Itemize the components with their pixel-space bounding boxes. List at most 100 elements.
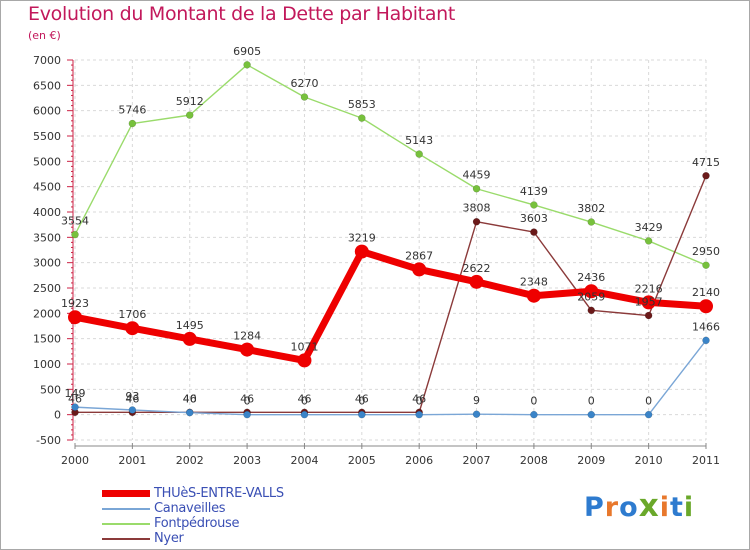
series-point <box>415 150 423 158</box>
data-label: 149 <box>65 387 86 400</box>
legend-swatch <box>102 490 150 497</box>
y-tick-label: 3500 <box>33 231 61 244</box>
y-tick-label: 3000 <box>33 257 61 270</box>
series-point <box>530 228 538 236</box>
legend-label: Nyer <box>154 531 184 546</box>
legend-item: Canaveilles <box>102 501 284 516</box>
series-point <box>702 336 710 345</box>
data-label: 9 <box>473 394 480 407</box>
x-tick-label: 2007 <box>463 454 491 467</box>
series-point <box>587 306 596 315</box>
data-label: 46 <box>68 392 82 405</box>
data-label: 1923 <box>61 297 89 310</box>
series-point <box>702 261 710 269</box>
data-label: 3429 <box>635 221 663 234</box>
data-label: 3219 <box>348 232 376 245</box>
data-label: 2950 <box>692 245 720 258</box>
data-label: 2867 <box>405 249 433 262</box>
data-label: 2140 <box>692 286 720 299</box>
legend-item: Fontpédrouse <box>102 516 284 531</box>
data-label: 0 <box>301 395 308 408</box>
legend-swatch <box>102 522 150 525</box>
series-line-0 <box>74 248 707 364</box>
legend-label: THUèS-ENTRE-VALLS <box>154 486 284 501</box>
legend-item: THUèS-ENTRE-VALLS <box>102 486 284 501</box>
y-tick-label: 1000 <box>33 358 61 371</box>
data-label: 1284 <box>233 330 261 343</box>
data-label: 0 <box>645 395 652 408</box>
data-label: 46 <box>297 392 311 405</box>
chart-title: Evolution du Montant de la Dette par Hab… <box>28 3 456 25</box>
x-tick-label: 2009 <box>577 454 605 467</box>
logo-letter: i <box>659 492 670 523</box>
logo-letter: P <box>584 492 605 523</box>
series-point <box>185 408 194 417</box>
data-label: 5853 <box>348 98 376 111</box>
series-point <box>300 93 309 101</box>
x-tick-label: 2002 <box>176 454 204 467</box>
y-tick-label: 7000 <box>33 54 61 67</box>
series-point <box>128 119 137 128</box>
series-point <box>702 172 710 180</box>
legend-swatch <box>102 507 150 510</box>
data-label: 3802 <box>577 202 605 215</box>
data-label: 2436 <box>577 271 605 284</box>
series-point <box>530 410 538 419</box>
data-label: 46 <box>125 392 139 405</box>
data-label: 6905 <box>233 45 261 58</box>
axes: -500050010001500200025003000350040004500… <box>33 54 720 467</box>
data-label: 1495 <box>176 319 204 332</box>
series-point <box>530 201 538 209</box>
series-point <box>526 288 541 303</box>
series-point <box>71 403 79 411</box>
series-point <box>354 244 369 259</box>
series-point <box>469 274 484 289</box>
series-point <box>300 410 309 419</box>
grid <box>74 59 707 441</box>
data-label: 0 <box>530 395 537 408</box>
series-point <box>587 410 596 419</box>
x-tick-label: 2011 <box>692 454 720 467</box>
series-point <box>128 406 137 414</box>
series-point <box>182 331 197 346</box>
series-point <box>644 410 653 419</box>
series-point <box>358 114 366 122</box>
data-labels: 3554 5746 5912 6905 6270 5853 5143 4459 4139 3802… <box>61 45 720 408</box>
series-point <box>587 218 596 226</box>
data-label: 3554 <box>61 215 89 228</box>
series-point <box>472 184 481 193</box>
legend-item: Nyer <box>102 531 284 546</box>
data-label: 0 <box>416 395 423 408</box>
series-point <box>644 311 653 320</box>
series-point <box>297 353 312 368</box>
logo-letter: i <box>683 492 695 523</box>
data-label: 4459 <box>463 169 491 182</box>
x-tick-label: 2003 <box>233 454 261 467</box>
series-point <box>71 230 79 239</box>
data-label: 0 <box>588 395 595 408</box>
y-tick-label: 5500 <box>33 130 61 143</box>
data-label: 93 <box>125 390 139 403</box>
y-tick-label: 5000 <box>33 155 61 168</box>
logo-letter: o <box>619 492 639 523</box>
y-tick-label: 6000 <box>33 105 61 118</box>
legend-label: Canaveilles <box>154 501 226 516</box>
data-label: 5746 <box>118 104 146 117</box>
series-point <box>472 410 481 418</box>
y-tick-label: 2500 <box>33 282 61 295</box>
data-label: 0 <box>358 395 365 408</box>
series-point <box>699 299 713 314</box>
y-tick-label: 1500 <box>33 333 61 346</box>
data-label: 2059 <box>577 290 605 303</box>
data-label: 0 <box>244 395 251 408</box>
series-point <box>68 310 82 325</box>
data-label: 5912 <box>176 95 204 108</box>
chart-subtitle: (en €) <box>28 29 61 42</box>
legend: THUèS-ENTRE-VALLS Canaveilles Fontpédrouse… <box>102 486 284 546</box>
series-point <box>240 342 255 357</box>
data-label: 5143 <box>405 134 433 147</box>
x-tick-label: 2008 <box>520 454 548 467</box>
data-label: 2622 <box>463 262 491 275</box>
data-label: 46 <box>240 392 254 405</box>
series-point <box>185 111 194 119</box>
